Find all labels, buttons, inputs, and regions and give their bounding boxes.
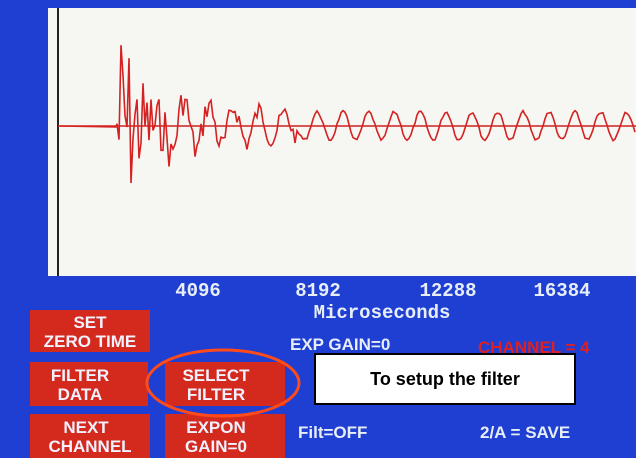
x-label: 4096 <box>175 280 221 302</box>
plot-area <box>48 8 636 276</box>
button-label[interactable]: FILTER <box>51 366 109 385</box>
button[interactable]: SELECT FILTER <box>165 362 285 406</box>
callout-box <box>314 353 576 405</box>
button-label[interactable]: NEXT <box>63 418 109 437</box>
filter-status: Filt=OFF <box>298 423 367 442</box>
x-label: 16384 <box>533 280 590 302</box>
button-face[interactable] <box>30 362 148 406</box>
button-face[interactable] <box>165 414 285 458</box>
button-label[interactable]: SELECT <box>182 366 250 385</box>
exp-gain: EXP GAIN=0 <box>290 335 390 354</box>
x-axis-title: Microseconds <box>314 302 451 324</box>
button[interactable]: FILTER DATA <box>30 362 148 406</box>
button-label[interactable]: DATA <box>58 385 103 404</box>
button-label[interactable]: EXPON <box>186 418 246 437</box>
button-label[interactable]: CHANNEL <box>48 437 131 456</box>
callout-text: To setup the filter <box>370 369 520 389</box>
highlight-ellipse <box>145 348 301 418</box>
button-label[interactable]: SET <box>73 313 107 332</box>
button-label[interactable]: FILTER <box>187 385 245 404</box>
button[interactable]: SET ZERO TIME <box>30 310 150 352</box>
x-label: 8192 <box>295 280 341 302</box>
button[interactable]: NEXT CHANNEL <box>30 414 150 458</box>
button-face[interactable] <box>30 310 150 352</box>
x-label: 12288 <box>419 280 476 302</box>
button[interactable]: EXPON GAIN=0 <box>165 414 285 458</box>
button-face[interactable] <box>30 414 150 458</box>
button-label[interactable]: GAIN=0 <box>185 437 247 456</box>
save-hint: 2/A = SAVE <box>480 423 570 442</box>
button-label[interactable]: ZERO TIME <box>44 332 137 351</box>
channel: CHANNEL = 4 <box>478 338 590 357</box>
waveform <box>59 45 636 184</box>
button-face[interactable] <box>165 362 285 406</box>
